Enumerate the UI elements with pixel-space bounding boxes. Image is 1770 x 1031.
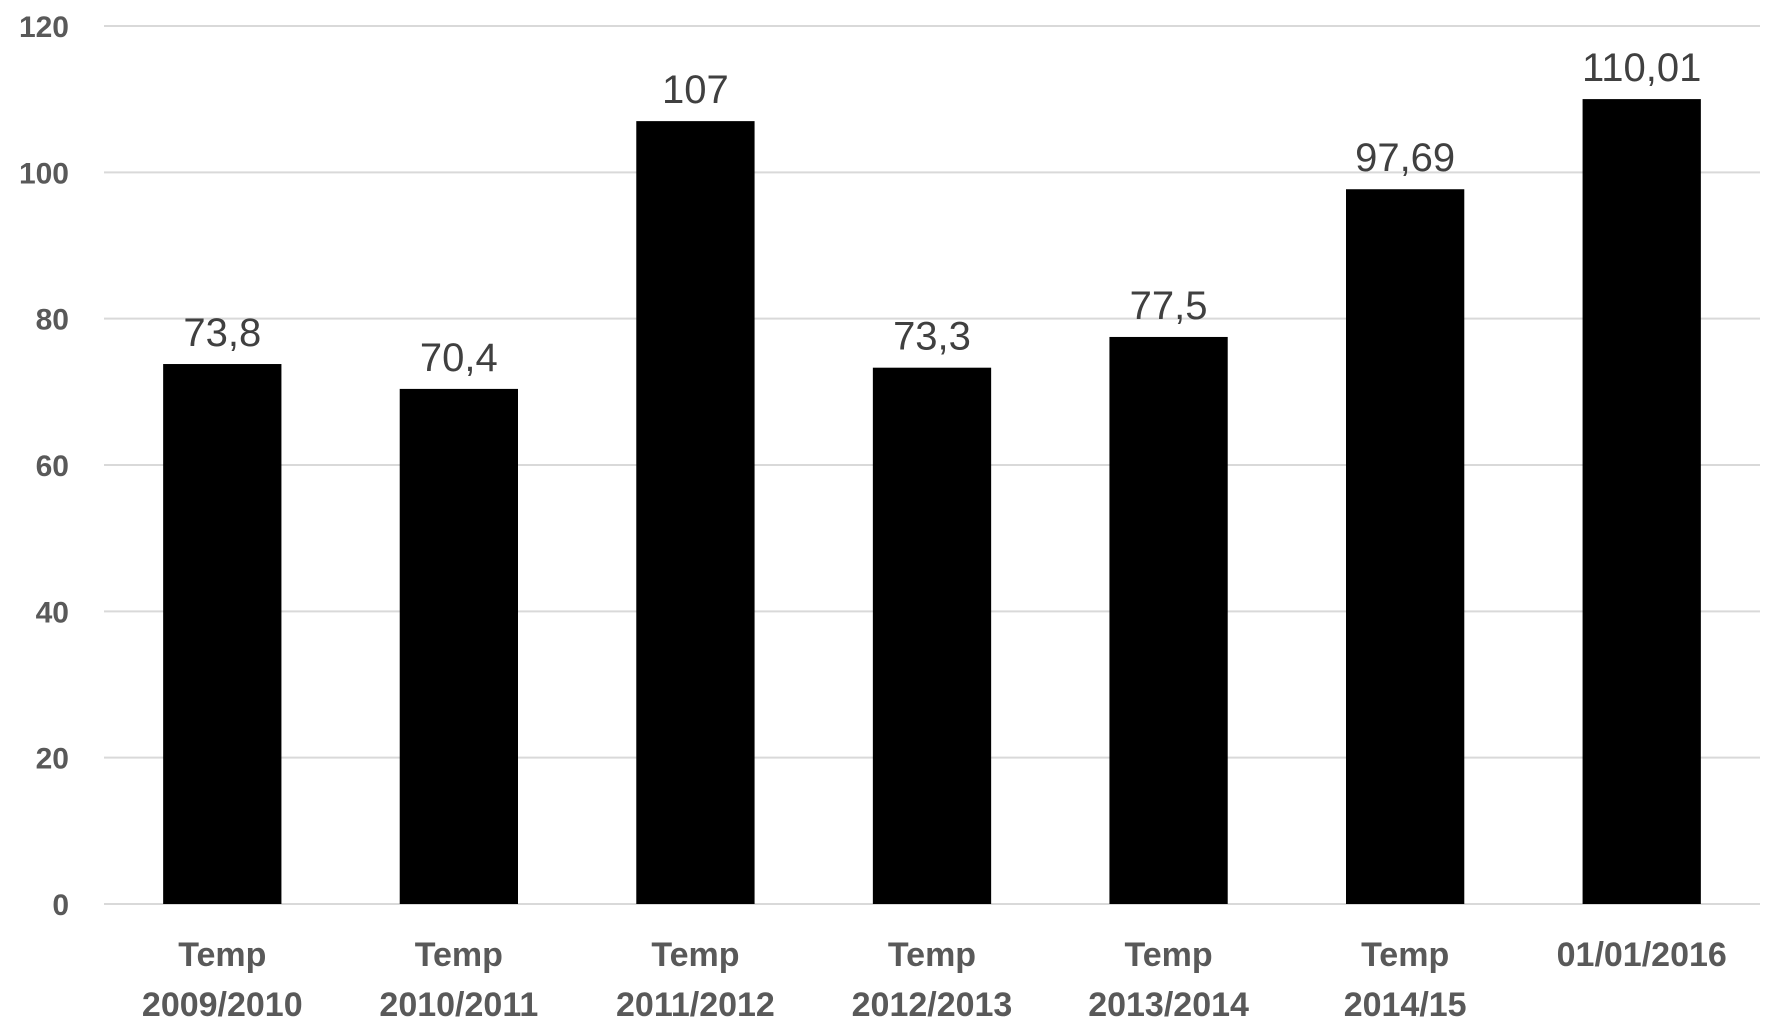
y-tick-label: 20 bbox=[36, 743, 69, 776]
x-tick-label: 2014/15 bbox=[1344, 986, 1467, 1024]
y-tick-label: 60 bbox=[36, 450, 69, 483]
y-tick-label: 120 bbox=[19, 11, 69, 44]
x-tick-label: 2013/2014 bbox=[1088, 986, 1249, 1024]
x-tick-label: 01/01/2016 bbox=[1557, 936, 1727, 974]
bar bbox=[872, 367, 992, 904]
data-label: 73,3 bbox=[893, 315, 971, 359]
x-tick-label: 2012/2013 bbox=[852, 986, 1013, 1024]
x-tick-label: Temp bbox=[1124, 936, 1212, 974]
y-tick-label: 40 bbox=[36, 596, 69, 629]
data-labels: 73,8 70,4 107 73,3 77,5 97,69 110,01 bbox=[183, 46, 1701, 380]
x-tick-label: Temp bbox=[888, 936, 976, 974]
x-tick-label: Temp bbox=[415, 936, 503, 974]
bar bbox=[1582, 99, 1701, 904]
y-axis-ticks: 0 20 40 60 80 100 120 bbox=[19, 11, 69, 922]
data-label: 77,5 bbox=[1130, 284, 1208, 328]
bar bbox=[636, 121, 755, 904]
data-label: 107 bbox=[662, 68, 729, 112]
bars bbox=[163, 99, 1701, 904]
y-tick-label: 100 bbox=[19, 157, 69, 190]
x-tick-label: Temp bbox=[651, 936, 739, 974]
data-label: 110,01 bbox=[1582, 46, 1701, 90]
x-tick-label: Temp bbox=[1361, 936, 1449, 974]
y-tick-label: 0 bbox=[52, 889, 69, 922]
x-tick-label: 2010/2011 bbox=[379, 986, 538, 1024]
bar bbox=[1109, 336, 1228, 904]
bar bbox=[1346, 189, 1465, 904]
y-tick-label: 80 bbox=[36, 304, 69, 337]
data-label: 97,69 bbox=[1355, 136, 1455, 180]
x-tick-label: 2011/2012 bbox=[616, 986, 775, 1024]
bar bbox=[163, 364, 282, 904]
x-tick-label: Temp bbox=[178, 936, 266, 974]
data-label: 73,8 bbox=[183, 311, 261, 355]
x-axis-ticks: Temp 2009/2010 Temp 2010/2011 Temp 2011/2012 T… bbox=[142, 936, 1727, 1024]
x-tick-label: 2009/2010 bbox=[142, 986, 303, 1024]
data-label: 70,4 bbox=[420, 336, 498, 380]
bar bbox=[399, 388, 518, 904]
